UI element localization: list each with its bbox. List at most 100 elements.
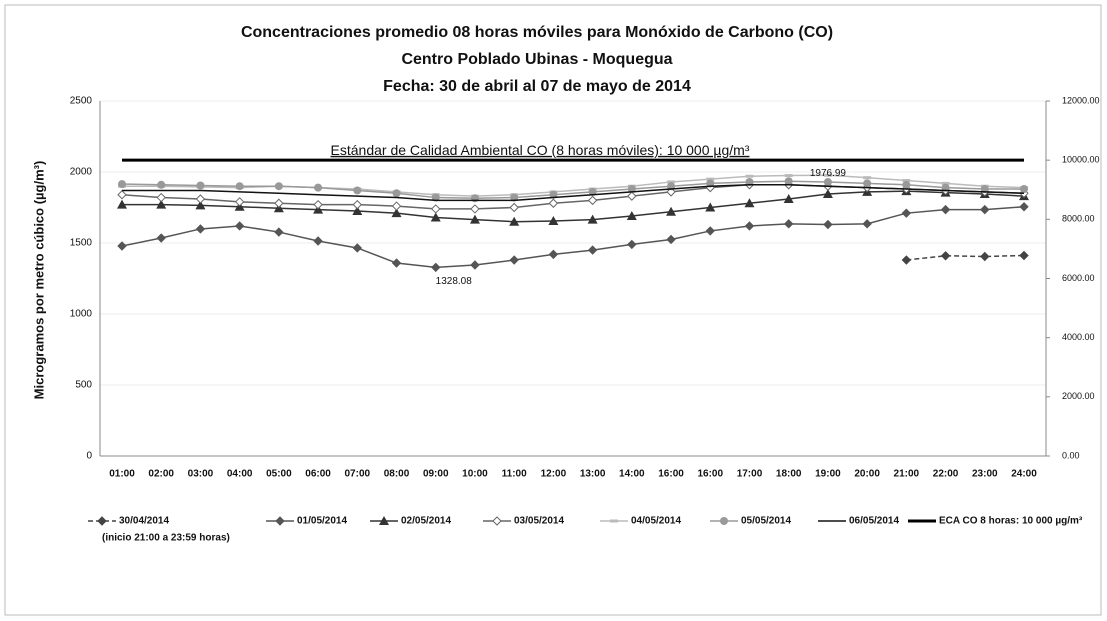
chart-subtitle: Centro Poblado Ubinas - Moquegua bbox=[401, 51, 672, 68]
data-point bbox=[470, 260, 480, 270]
legend-marker bbox=[610, 519, 618, 523]
data-point bbox=[587, 214, 598, 224]
data-point bbox=[431, 262, 441, 273]
data-point bbox=[313, 236, 323, 246]
legend-marker bbox=[492, 516, 502, 526]
data-point bbox=[391, 258, 402, 268]
data-point bbox=[117, 190, 127, 200]
x-tick-label: 17:00 bbox=[737, 469, 763, 480]
data-point bbox=[784, 177, 793, 186]
data-point bbox=[469, 214, 480, 224]
legend-label: ECA CO 8 horas: 10 000 µg/m³ bbox=[939, 516, 1083, 527]
data-point bbox=[431, 204, 441, 214]
data-point bbox=[1019, 202, 1029, 212]
data-point bbox=[352, 199, 363, 210]
data-point bbox=[391, 201, 402, 211]
data-point bbox=[234, 221, 245, 231]
data-point bbox=[705, 226, 715, 236]
data-point bbox=[352, 206, 363, 216]
data-point bbox=[509, 202, 519, 213]
y-tick-label: 500 bbox=[75, 380, 92, 391]
legend-label: 01/05/2014 bbox=[297, 516, 347, 527]
data-point bbox=[626, 211, 637, 221]
chart-title: Concentraciones promedio 08 horas móvile… bbox=[241, 24, 833, 41]
data-point bbox=[744, 221, 755, 231]
data-point bbox=[902, 179, 911, 183]
y-tick-label: 2000 bbox=[70, 167, 93, 178]
data-point bbox=[313, 199, 323, 210]
data-point bbox=[117, 241, 127, 251]
legend-label: 02/05/2014 bbox=[401, 516, 451, 527]
y-tick-label: 2500 bbox=[70, 96, 93, 107]
x-tick-label: 14:00 bbox=[619, 469, 645, 480]
data-point bbox=[157, 180, 166, 189]
chart-date: Fecha: 30 de abril al 07 de mayo de 2014 bbox=[383, 78, 691, 95]
data-point bbox=[587, 195, 598, 206]
x-tick-label: 24:00 bbox=[1011, 469, 1037, 480]
legend-marker bbox=[275, 516, 285, 526]
data-point bbox=[666, 234, 676, 245]
y2-tick-label: 10000.00 bbox=[1062, 155, 1100, 165]
data-point bbox=[901, 208, 912, 218]
data-point bbox=[863, 179, 872, 188]
data-point bbox=[234, 197, 245, 207]
data-point bbox=[745, 177, 754, 186]
x-tick-label: 18:00 bbox=[776, 469, 802, 480]
data-point bbox=[941, 183, 950, 192]
data-label: 1328.08 bbox=[436, 276, 473, 287]
legend-marker bbox=[379, 516, 389, 525]
x-tick-label: 10:00 bbox=[462, 469, 488, 480]
x-tick-label: 06:00 bbox=[305, 469, 331, 480]
data-point bbox=[314, 183, 323, 192]
legend-label: 06/05/2014 bbox=[849, 516, 899, 527]
data-point bbox=[627, 239, 637, 250]
legend-label: 03/05/2014 bbox=[514, 516, 564, 527]
data-point bbox=[666, 206, 677, 216]
series-line bbox=[121, 180, 1024, 200]
data-point bbox=[430, 212, 441, 222]
data-point bbox=[156, 192, 166, 203]
legend-marker bbox=[720, 517, 728, 525]
series-line bbox=[122, 190, 1025, 223]
x-tick-label: 05:00 bbox=[266, 469, 292, 480]
data-point bbox=[902, 180, 911, 189]
data-point bbox=[587, 245, 598, 255]
y-tick-label: 1500 bbox=[70, 238, 93, 249]
x-tick-label: 07:00 bbox=[345, 469, 371, 480]
data-point bbox=[352, 243, 363, 253]
y2-tick-label: 2000.00 bbox=[1062, 391, 1095, 401]
x-tick-label: 03:00 bbox=[188, 469, 214, 480]
x-tick-label: 20:00 bbox=[854, 469, 880, 480]
data-point bbox=[667, 180, 676, 184]
x-tick-label: 12:00 bbox=[541, 469, 567, 480]
legend-label: 30/04/2014 bbox=[119, 516, 169, 527]
series-line bbox=[906, 254, 1025, 261]
annotation: Estándar de Calidad Ambiental CO (8 hora… bbox=[331, 142, 750, 158]
y-axis-label: Microgramos por metro cúbico (µg/m³) bbox=[31, 161, 46, 400]
data-point bbox=[783, 193, 794, 203]
legend-label: 04/05/2014 bbox=[631, 516, 681, 527]
data-point bbox=[195, 224, 206, 234]
data-point bbox=[1019, 250, 1029, 261]
x-tick-label: 02:00 bbox=[148, 469, 174, 480]
data-point bbox=[274, 182, 283, 191]
data-point bbox=[391, 208, 402, 218]
data-point bbox=[706, 179, 715, 188]
data-point bbox=[117, 199, 127, 209]
data-point bbox=[980, 185, 989, 194]
data-point bbox=[823, 173, 832, 177]
y-tick-label: 1000 bbox=[70, 309, 93, 320]
data-point bbox=[745, 174, 754, 178]
data-point bbox=[353, 186, 362, 195]
legend-note: (inicio 21:00 a 23:59 horas) bbox=[102, 533, 230, 544]
series-line bbox=[121, 206, 1025, 269]
data-point bbox=[941, 181, 950, 185]
x-tick-label: 04:00 bbox=[227, 469, 253, 480]
data-point bbox=[863, 176, 872, 180]
data-point bbox=[744, 198, 755, 208]
legend-label: 05/05/2014 bbox=[741, 516, 791, 527]
data-point bbox=[980, 251, 990, 262]
x-tick-label: 11:00 bbox=[502, 469, 527, 480]
data-point bbox=[195, 200, 206, 210]
